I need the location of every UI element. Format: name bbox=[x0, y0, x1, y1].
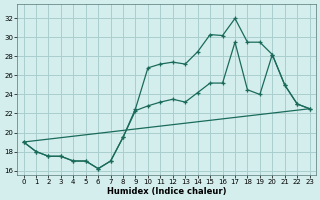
X-axis label: Humidex (Indice chaleur): Humidex (Indice chaleur) bbox=[107, 187, 226, 196]
